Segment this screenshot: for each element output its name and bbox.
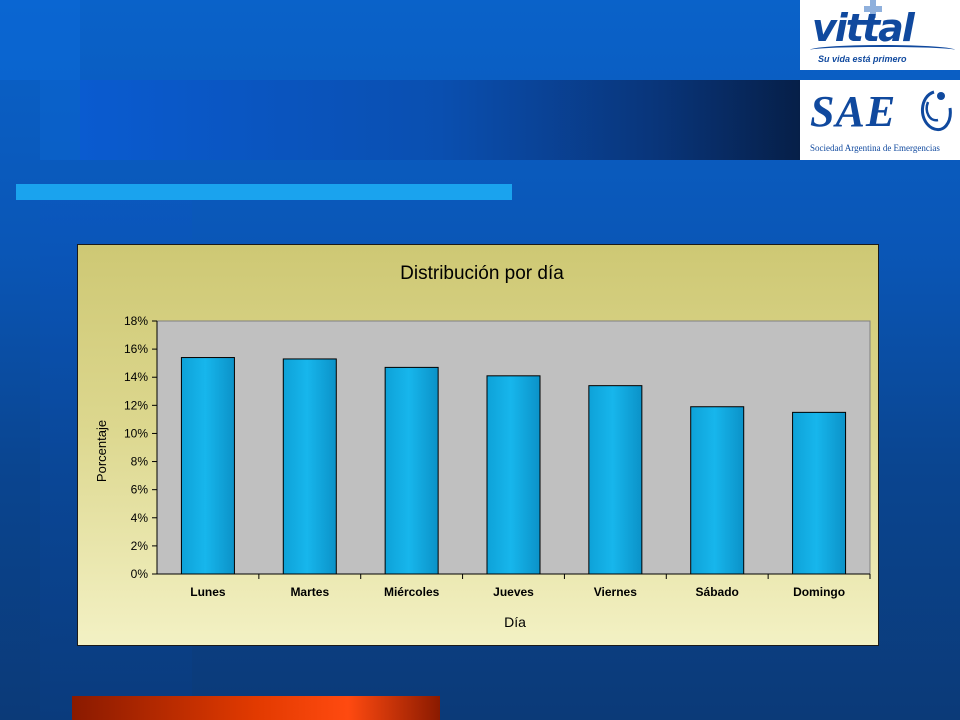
y-tick-label: 2% xyxy=(131,539,149,553)
bar xyxy=(690,406,745,575)
x-tick-label: Martes xyxy=(290,585,329,599)
y-tick-label: 10% xyxy=(124,426,148,440)
vittal-cross-icon xyxy=(864,0,882,18)
chart-title: Distribución por día xyxy=(400,263,564,284)
footer-accent-bar xyxy=(72,696,440,720)
sae-logo: SAE Sociedad Argentina de Emergencias xyxy=(800,80,960,160)
header-band xyxy=(80,80,800,160)
y-tick-label: 18% xyxy=(124,314,148,328)
accent-bar xyxy=(16,184,512,200)
vittal-tagline: Su vida está primero xyxy=(818,54,907,64)
x-tick-label: Jueves xyxy=(493,585,534,599)
sae-emblem-icon xyxy=(921,90,952,131)
decorative-square xyxy=(0,0,80,80)
bar xyxy=(588,385,643,575)
vittal-wordmark: vittal xyxy=(812,6,915,50)
bar-chart: Distribución por día Porcentaje Día 0% 2%… xyxy=(94,263,871,630)
y-tick-label: 8% xyxy=(131,455,149,469)
x-tick-label: Sábado xyxy=(696,585,739,599)
sae-subtitle: Sociedad Argentina de Emergencias xyxy=(810,143,940,153)
y-tick-label: 14% xyxy=(124,370,148,384)
sae-wordmark: SAE xyxy=(810,87,897,136)
y-tick-label: 0% xyxy=(131,567,149,581)
bar xyxy=(792,411,847,575)
bar xyxy=(282,358,337,575)
y-axis-label: Porcentaje xyxy=(94,420,109,482)
vittal-logo: vittal Su vida está primero xyxy=(800,0,960,70)
x-tick-label: Domingo xyxy=(793,585,845,599)
y-tick-label: 16% xyxy=(124,342,148,356)
x-axis-label: Día xyxy=(504,614,526,630)
y-tick-label: 12% xyxy=(124,398,148,412)
vittal-swoosh xyxy=(810,45,955,55)
bar xyxy=(384,366,439,575)
y-tick-label: 6% xyxy=(131,483,149,497)
decorative-square xyxy=(40,80,80,160)
x-tick-label: Miércoles xyxy=(384,585,440,599)
bar xyxy=(486,375,541,575)
y-tick-label: 4% xyxy=(131,511,149,525)
chart-panel: Distribución por día Porcentaje Día 0% 2%… xyxy=(77,244,879,646)
x-tick-label: Viernes xyxy=(594,585,637,599)
x-tick-label: Lunes xyxy=(190,585,226,599)
bar xyxy=(180,357,235,575)
